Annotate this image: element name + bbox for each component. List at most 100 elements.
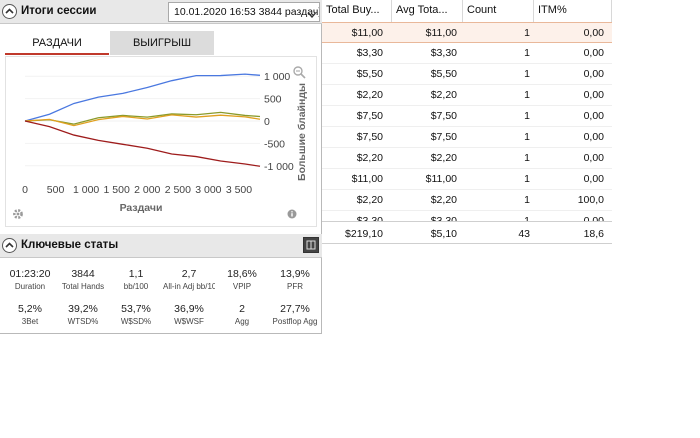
winnings-chart: 0 500 1 000 1 500 2 000 2 500 3 000 3 500 1 000…	[5, 56, 317, 227]
total-cell: $219,10	[345, 228, 383, 240]
table-cell: 1	[524, 89, 530, 101]
y-axis-label: Большие блайнды	[296, 83, 308, 181]
chart-tabs: РАЗДАЧИ ВЫИГРЫШ	[5, 31, 317, 55]
total-cell: 18,6	[583, 228, 604, 240]
tab-winnings[interactable]: ВЫИГРЫШ	[110, 31, 214, 55]
table-cell: $3,30	[430, 215, 457, 221]
stat-label: All-in Adj bb/100	[163, 282, 215, 291]
table-body: $11,00 $11,00 1 0,00 $3,30 $3,30 1 0,00 $5,50 $5,…	[322, 0, 612, 221]
table-cell: 0,00	[583, 131, 604, 143]
settings-gear-icon[interactable]	[13, 209, 23, 219]
table-row[interactable]: $11,00 $11,00 1 0,00	[322, 22, 612, 43]
table-cell: 1	[524, 173, 530, 185]
table-cell: $7,50	[356, 131, 383, 143]
session-select-value: 10.01.2020 16:53 3844 раздач)	[174, 6, 320, 18]
y-tick-label: -500	[264, 138, 285, 150]
key-stats-header[interactable]: Ключевые статы	[0, 234, 322, 258]
table-row[interactable]: $5,50 $5,50 1 0,00	[322, 64, 612, 85]
stat-value: 5,2%	[18, 303, 42, 315]
stat-value: 27,7%	[280, 303, 310, 315]
y-tick-label: 500	[264, 94, 282, 106]
table-row[interactable]: $7,50 $7,50 1 0,00	[322, 106, 612, 127]
session-title: Итоги сессии	[21, 5, 97, 17]
zoom-icon[interactable]	[293, 66, 306, 79]
table-cell: $3,30	[356, 215, 383, 221]
tab-hands[interactable]: РАЗДАЧИ	[5, 31, 109, 55]
table-cell: $2,20	[356, 194, 383, 206]
y-tick-label: 1 000	[264, 71, 290, 83]
table-cell: 1	[524, 47, 530, 59]
table-cell: $2,20	[430, 194, 457, 206]
table-cell: 0,00	[583, 152, 604, 164]
column-header-count[interactable]: Count	[463, 0, 534, 22]
table-cell: $3,30	[356, 47, 383, 59]
series-line	[24, 114, 261, 127]
table-cell: 0,00	[583, 173, 604, 185]
table-row[interactable]: $11,00 $11,00 1 0,00	[322, 169, 612, 190]
panel-layout-icon[interactable]	[303, 237, 319, 253]
collapse-chevron-icon[interactable]	[2, 238, 17, 253]
table-cell: $7,50	[430, 131, 457, 143]
total-cell: $5,10	[430, 228, 457, 240]
stat-value: 36,9%	[174, 303, 204, 315]
table-row[interactable]: $2,20 $2,20 1 0,00	[322, 85, 612, 106]
table-cell: 1	[524, 68, 530, 80]
x-axis-label: Раздачи	[120, 202, 163, 214]
x-tick-label: 3 500	[226, 184, 252, 196]
table-row[interactable]: $3,30 $3,30 1 0,00	[322, 211, 612, 221]
series-line	[24, 73, 261, 122]
column-header-avg-total[interactable]: Avg Tota...	[392, 0, 463, 22]
stat-label: Duration	[14, 282, 46, 291]
y-tick-label: -1 000	[264, 161, 294, 173]
table-cell: $11,00	[351, 27, 383, 39]
x-tick-label: 1 000	[73, 184, 99, 196]
x-tick-label: 3 000	[195, 184, 221, 196]
table-cell: $11,00	[351, 173, 383, 185]
table-cell: $5,50	[430, 68, 457, 80]
info-icon[interactable]	[287, 209, 297, 219]
x-tick-label: 2 500	[165, 184, 191, 196]
table-cell: 0,00	[583, 27, 604, 39]
stat-value: 1,1	[128, 268, 144, 280]
collapse-chevron-icon[interactable]	[2, 4, 17, 19]
stat-value: 2	[239, 303, 245, 315]
table-cell: 1	[524, 152, 530, 164]
x-tick-label: 1 500	[104, 184, 130, 196]
column-header-itm[interactable]: ITM%	[534, 0, 612, 22]
column-header-total-buyin[interactable]: Total Buy...	[322, 0, 392, 22]
table-row[interactable]: $3,30 $3,30 1 0,00	[322, 43, 612, 64]
x-tick-label: 2 000	[134, 184, 160, 196]
table-cell: $7,50	[356, 110, 383, 122]
table-cell: 100,0	[577, 194, 604, 206]
stat-label: Agg	[234, 317, 250, 326]
table-cell: $5,50	[356, 68, 383, 80]
table-cell: $2,20	[430, 152, 457, 164]
stat-label: Postflop Agg	[272, 317, 318, 326]
stat-label: VPIP	[232, 282, 252, 291]
series-line	[24, 120, 261, 167]
table-cell: $2,20	[430, 89, 457, 101]
session-select[interactable]: 10.01.2020 16:53 3844 раздач)	[168, 2, 320, 22]
table-cell: 0,00	[583, 47, 604, 59]
session-header[interactable]: Итоги сессии 10.01.2020 16:53 3844 разда…	[0, 0, 322, 24]
table-cell: 1	[524, 215, 530, 221]
stat-value: 18,6%	[227, 268, 257, 280]
stat-value: 53,7%	[121, 303, 151, 315]
totals-row: $219,10 $5,10 43 18,6	[322, 221, 612, 244]
table-cell: 0,00	[583, 89, 604, 101]
table-cell: 1	[524, 194, 530, 206]
stat-label: WTSD%	[67, 317, 99, 326]
stat-value: 13,9%	[280, 268, 310, 280]
chevron-down-icon	[307, 9, 317, 21]
table-row[interactable]: $7,50 $7,50 1 0,00	[322, 127, 612, 148]
table-row[interactable]: $2,20 $2,20 1 0,00	[322, 148, 612, 169]
table-cell: 0,00	[583, 110, 604, 122]
table-cell: $3,30	[430, 47, 457, 59]
table-cell: $2,20	[356, 89, 383, 101]
key-stats-title: Ключевые статы	[21, 239, 119, 251]
table-cell: $7,50	[430, 110, 457, 122]
stat-label: bb/100	[123, 282, 149, 291]
table-row[interactable]: $2,20 $2,20 1 100,0	[322, 190, 612, 211]
tournament-table: Total Buy... Avg Tota... Count ITM% $11,…	[322, 0, 612, 244]
table-cell: $2,20	[356, 152, 383, 164]
